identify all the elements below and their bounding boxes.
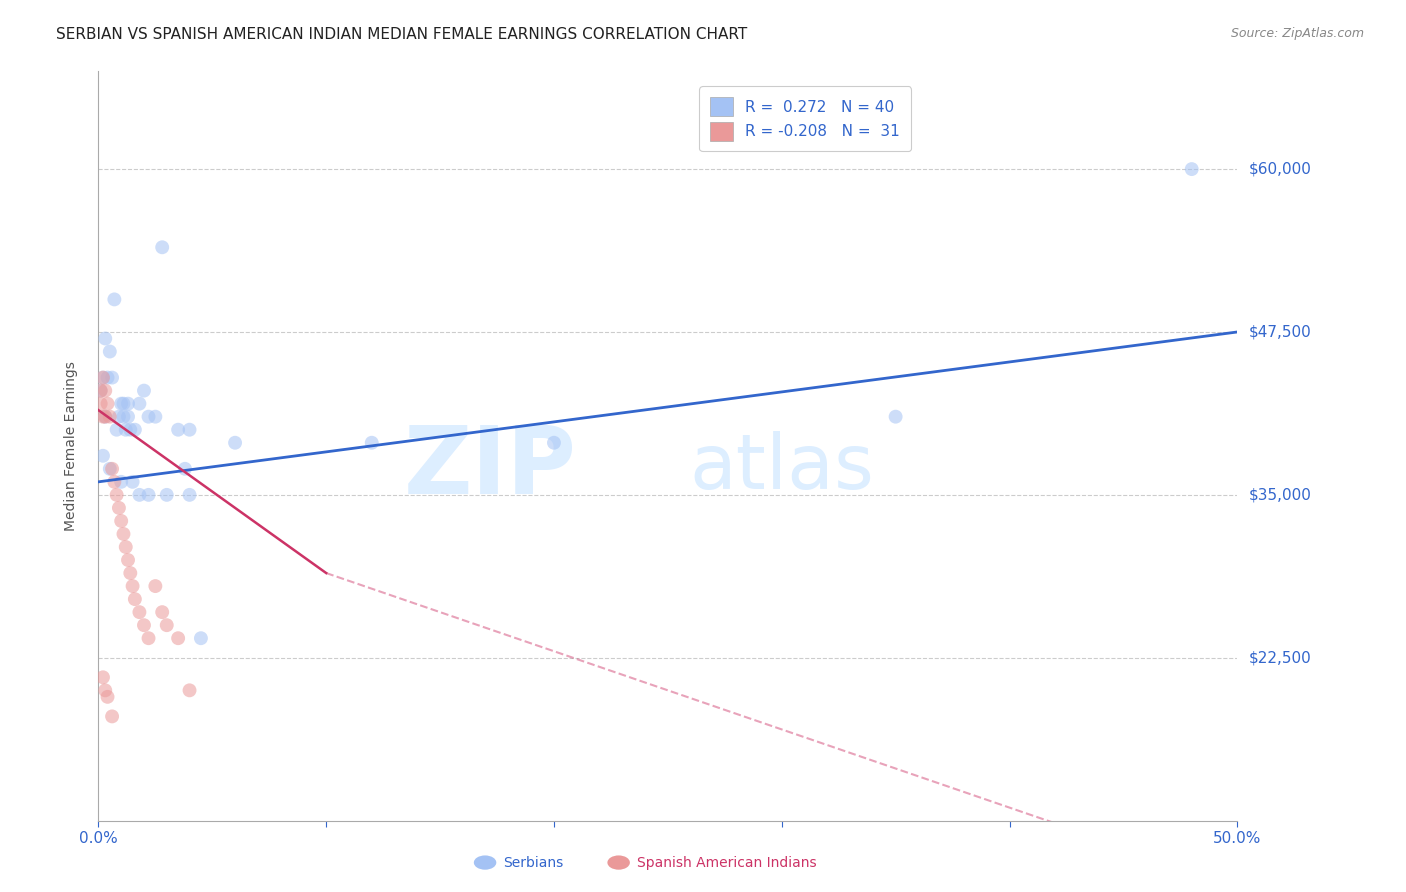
Point — [132, 384, 155, 398]
Point — [112, 409, 135, 424]
Point — [128, 605, 150, 619]
Point — [91, 670, 114, 684]
Text: Spanish American Indians: Spanish American Indians — [637, 855, 817, 870]
Point — [167, 631, 190, 645]
Point — [108, 500, 131, 515]
Legend: R =  0.272   N = 40, R = -0.208   N =  31: R = 0.272 N = 40, R = -0.208 N = 31 — [699, 87, 911, 152]
Text: $22,500: $22,500 — [1249, 650, 1312, 665]
Point — [90, 384, 112, 398]
Point — [101, 709, 124, 723]
Point — [91, 409, 114, 424]
Point — [91, 370, 114, 384]
Point — [121, 475, 143, 489]
Point — [120, 566, 142, 580]
Text: ZIP: ZIP — [404, 423, 576, 515]
Point — [91, 449, 114, 463]
Point — [138, 488, 160, 502]
Text: atlas: atlas — [689, 432, 875, 506]
Point — [114, 423, 136, 437]
Text: $35,000: $35,000 — [1249, 487, 1312, 502]
Point — [110, 475, 132, 489]
Point — [114, 540, 136, 554]
Point — [156, 618, 179, 632]
Point — [108, 409, 131, 424]
Point — [94, 683, 117, 698]
Point — [138, 409, 160, 424]
Point — [156, 488, 179, 502]
Point — [90, 397, 112, 411]
Point — [224, 435, 246, 450]
Point — [98, 462, 121, 476]
Point — [884, 409, 907, 424]
Point — [150, 240, 173, 254]
Point — [174, 462, 197, 476]
Point — [98, 344, 121, 359]
Point — [128, 488, 150, 502]
Point — [110, 514, 132, 528]
Point — [117, 397, 139, 411]
Point — [121, 579, 143, 593]
Point — [167, 423, 190, 437]
Point — [96, 370, 118, 384]
Point — [124, 592, 146, 607]
Text: SERBIAN VS SPANISH AMERICAN INDIAN MEDIAN FEMALE EARNINGS CORRELATION CHART: SERBIAN VS SPANISH AMERICAN INDIAN MEDIA… — [56, 27, 748, 42]
Point — [94, 331, 117, 345]
Point — [90, 384, 112, 398]
Point — [179, 488, 201, 502]
Point — [103, 293, 125, 307]
Point — [94, 409, 117, 424]
Point — [1181, 162, 1204, 177]
Text: $47,500: $47,500 — [1249, 325, 1312, 340]
Y-axis label: Median Female Earnings: Median Female Earnings — [63, 361, 77, 531]
Point — [543, 435, 565, 450]
Point — [117, 409, 139, 424]
Point — [179, 423, 201, 437]
Text: Source: ZipAtlas.com: Source: ZipAtlas.com — [1230, 27, 1364, 40]
Text: Serbians: Serbians — [503, 855, 564, 870]
Point — [145, 409, 167, 424]
Point — [150, 605, 173, 619]
Point — [138, 631, 160, 645]
Point — [105, 488, 128, 502]
Point — [94, 384, 117, 398]
Point — [94, 409, 117, 424]
Point — [96, 690, 118, 704]
Point — [360, 435, 382, 450]
Point — [91, 370, 114, 384]
Point — [101, 370, 124, 384]
Point — [120, 423, 142, 437]
Point — [103, 475, 125, 489]
Point — [96, 397, 118, 411]
Text: $60,000: $60,000 — [1249, 161, 1312, 177]
Point — [132, 618, 155, 632]
Point — [124, 423, 146, 437]
Point — [145, 579, 167, 593]
Point — [112, 397, 135, 411]
Point — [117, 553, 139, 567]
Point — [190, 631, 212, 645]
Point — [128, 397, 150, 411]
Point — [110, 397, 132, 411]
Point — [105, 423, 128, 437]
Point — [101, 462, 124, 476]
Point — [112, 527, 135, 541]
Point — [179, 683, 201, 698]
Point — [98, 409, 121, 424]
